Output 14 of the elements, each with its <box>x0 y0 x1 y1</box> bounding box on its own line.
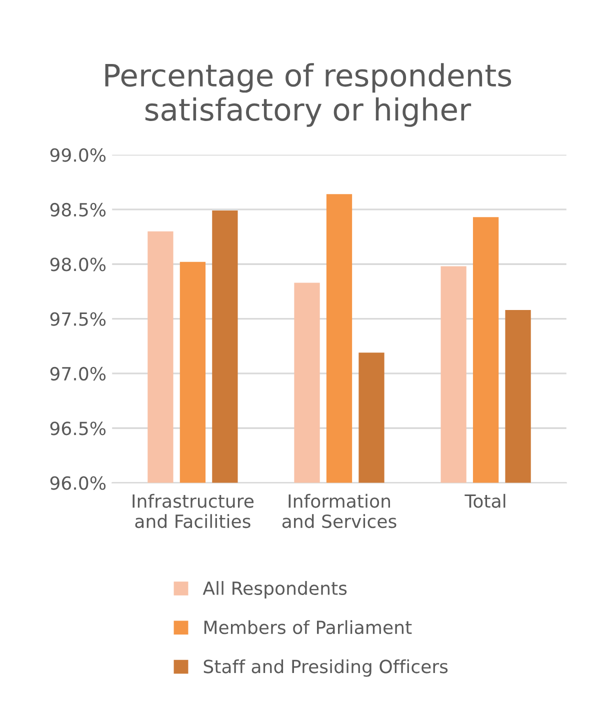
legend-label: All Respondents <box>202 581 347 599</box>
y-tick-label: 96.5% <box>50 422 106 436</box>
y-tick-label: 97.0% <box>50 366 106 381</box>
y-tick-label: 99.0% <box>50 148 106 162</box>
x-tick-label: Information and Services <box>282 494 396 528</box>
x-tick-label: Infrastructure and Facilities <box>132 494 254 528</box>
legend-label: Members of Parliament <box>204 620 412 634</box>
chart-title: Percentage of respondents satisfactory or higher <box>105 63 512 127</box>
y-tick-label: 98.5% <box>50 202 106 217</box>
y-tick-label: 96.0% <box>50 476 106 490</box>
legend-label: Staff and Presiding Officers <box>204 659 448 677</box>
y-tick-label: 98.0% <box>50 258 106 272</box>
x-tick-label: Total <box>464 494 506 508</box>
y-tick-label: 97.5% <box>50 312 106 326</box>
